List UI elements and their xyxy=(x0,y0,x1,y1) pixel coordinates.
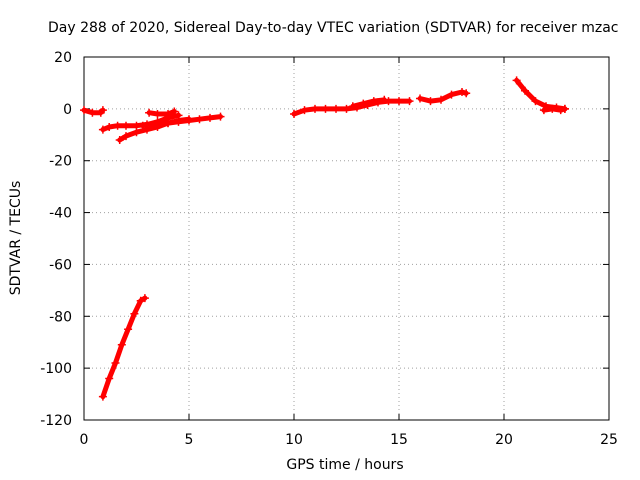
data-point xyxy=(113,121,122,130)
data-point xyxy=(405,97,414,106)
data-point xyxy=(521,86,529,95)
data-point xyxy=(111,358,120,367)
series-4-trace xyxy=(140,112,181,129)
data-point xyxy=(124,325,133,334)
data-point xyxy=(462,89,471,98)
data-point xyxy=(98,392,107,401)
data-point xyxy=(311,104,319,113)
data-point xyxy=(122,121,130,130)
x-tick-label: 0 xyxy=(80,432,89,448)
y-tick-label: -100 xyxy=(40,361,72,377)
series-7-trace xyxy=(350,97,387,109)
data-point xyxy=(153,117,162,126)
data-point xyxy=(153,110,162,119)
series-3-trace xyxy=(146,108,177,117)
data-point xyxy=(206,113,214,122)
data-point xyxy=(548,104,557,113)
data-point xyxy=(380,95,389,104)
data-point xyxy=(560,104,569,113)
data-point xyxy=(556,106,565,115)
data-point xyxy=(290,110,298,119)
y-tick-label: 20 xyxy=(54,50,72,66)
series-5-trace xyxy=(100,295,148,400)
data-point xyxy=(122,132,130,141)
data-point xyxy=(80,106,88,115)
data-point xyxy=(369,97,378,106)
data-point xyxy=(447,90,456,99)
x-axis-label: GPS time / hours xyxy=(286,457,404,473)
data-point xyxy=(138,121,147,130)
data-point xyxy=(105,123,114,132)
data-point xyxy=(117,340,126,349)
data-point xyxy=(458,88,466,97)
data-point xyxy=(395,97,403,106)
data-point xyxy=(98,106,107,115)
data-point xyxy=(332,104,340,113)
data-point xyxy=(539,106,548,115)
data-point xyxy=(174,111,183,120)
data-point xyxy=(130,309,139,318)
data-point xyxy=(359,99,368,108)
data-point xyxy=(426,97,435,106)
y-tick-label: 0 xyxy=(63,102,72,118)
data-point xyxy=(105,374,114,383)
y-tick-label: -120 xyxy=(40,413,72,429)
y-tick-label: -60 xyxy=(49,257,72,273)
data-point xyxy=(342,104,351,113)
data-point xyxy=(98,125,107,134)
y-tick-label: -40 xyxy=(49,206,72,222)
x-tick-label: 15 xyxy=(390,432,408,448)
x-tick-label: 10 xyxy=(285,432,303,448)
x-tick-label: 25 xyxy=(600,432,618,448)
data-point xyxy=(321,104,330,113)
data-point xyxy=(300,106,309,115)
data-point xyxy=(145,108,154,117)
series-9-trace xyxy=(514,77,568,112)
data-point xyxy=(437,95,445,104)
data-point xyxy=(88,108,97,117)
chart-title: Day 288 of 2020, Sidereal Day-to-day VTE… xyxy=(48,20,619,36)
data-point xyxy=(185,115,193,124)
data-point xyxy=(140,294,149,303)
data-point xyxy=(216,112,225,121)
data-point xyxy=(531,97,540,106)
x-tick-label: 5 xyxy=(185,432,194,448)
series-0-trace xyxy=(81,107,106,116)
data-point xyxy=(132,128,141,137)
data-point xyxy=(348,102,357,111)
data-point xyxy=(195,115,204,124)
plot-frame xyxy=(83,56,610,421)
data-point xyxy=(512,76,521,85)
y-tick-label: -80 xyxy=(49,309,72,325)
y-tick-label: -20 xyxy=(49,154,72,170)
data-point xyxy=(164,113,172,122)
data-point xyxy=(136,296,145,305)
y-axis-label: SDTVAR / TECUs xyxy=(8,180,24,296)
data-point xyxy=(416,94,424,103)
data-point xyxy=(115,135,124,144)
x-tick-label: 20 xyxy=(495,432,513,448)
